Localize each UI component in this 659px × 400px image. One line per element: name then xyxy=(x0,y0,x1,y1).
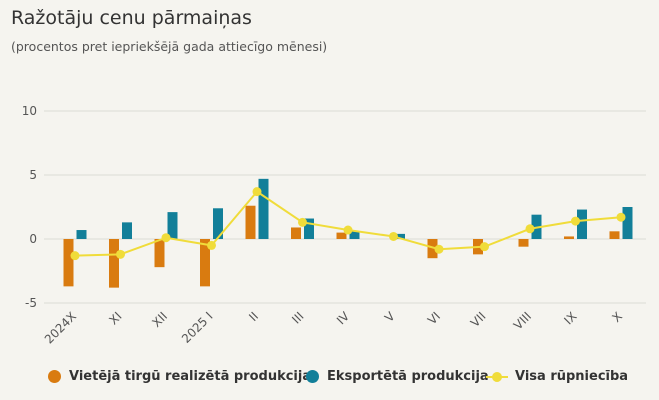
legend-item-total[interactable]: Visa rūpniecība xyxy=(486,369,628,384)
bar-export xyxy=(349,231,360,239)
x-tick-label: V xyxy=(382,309,398,325)
y-tick-label: 10 xyxy=(22,104,37,118)
point-total xyxy=(252,187,262,197)
point-total xyxy=(434,244,444,254)
bar-export xyxy=(76,230,87,239)
x-tick-label: III xyxy=(289,309,306,326)
chart-subtitle: (procentos pret iepriekšējā gada attiecī… xyxy=(11,39,328,54)
legend-swatch-domestic xyxy=(48,370,61,383)
legend-label-export: Eksportētā produkcija xyxy=(327,369,489,384)
y-tick-label: 0 xyxy=(29,232,37,246)
x-tick-label: XII xyxy=(149,309,170,330)
x-tick-label: XI xyxy=(106,309,124,327)
bar-domestic xyxy=(564,236,574,239)
bar-domestic xyxy=(609,231,620,239)
point-total xyxy=(571,216,580,226)
bar-export xyxy=(622,207,633,239)
point-total xyxy=(343,225,353,235)
bar-domestic xyxy=(109,239,119,288)
point-total xyxy=(116,249,125,259)
bar-domestic xyxy=(63,239,74,287)
bar-domestic xyxy=(245,205,256,239)
x-tick-label: 2024X xyxy=(42,309,79,346)
bar-domestic xyxy=(200,239,210,287)
x-tick-label: X xyxy=(609,309,625,325)
legend-label-total: Visa rūpniecība xyxy=(515,369,629,384)
legend-item-export[interactable]: Eksportētā produkcija xyxy=(306,369,489,384)
bar-domestic xyxy=(336,232,347,239)
bar-domestic xyxy=(154,239,165,268)
x-tick-label: VII xyxy=(468,309,489,330)
point-total xyxy=(298,217,307,227)
bar-export xyxy=(577,209,587,239)
x-tick-label: VI xyxy=(425,309,443,327)
x-tick-label: IX xyxy=(561,309,579,327)
legend-label-domestic: Vietējā tirgū realizētā produkcija xyxy=(69,369,312,384)
bar-domestic xyxy=(518,239,529,247)
y-tick-label: -5 xyxy=(25,296,37,310)
point-total xyxy=(207,240,216,250)
legend-swatch-total xyxy=(486,370,508,383)
bar-export xyxy=(304,218,314,239)
point-total xyxy=(616,212,626,222)
bar-export xyxy=(167,212,178,239)
x-tick-label: II xyxy=(246,309,261,324)
legend-swatch-export xyxy=(306,370,319,383)
point-total xyxy=(480,242,489,252)
y-tick-label: 5 xyxy=(29,168,37,182)
bar-export xyxy=(258,178,269,239)
point-total xyxy=(525,224,535,234)
bar-export xyxy=(122,222,132,239)
legend-item-domestic[interactable]: Vietējā tirgū realizētā produkcija xyxy=(48,369,311,384)
bar-export xyxy=(395,233,405,239)
point-total xyxy=(70,251,80,261)
bar-domestic xyxy=(427,239,438,259)
x-tick-label: VIII xyxy=(511,309,534,332)
chart-legend: Vietējā tirgū realizētā produkcija Ekspo… xyxy=(0,369,659,391)
point-total xyxy=(161,233,171,243)
point-total xyxy=(389,231,398,241)
x-tick-label: 2025 I xyxy=(179,309,216,346)
bar-domestic xyxy=(291,227,301,239)
chart-title: Ražotāju cenu pārmaiņas xyxy=(11,7,252,29)
bar-export xyxy=(213,208,223,239)
x-tick-label: IV xyxy=(334,309,353,328)
